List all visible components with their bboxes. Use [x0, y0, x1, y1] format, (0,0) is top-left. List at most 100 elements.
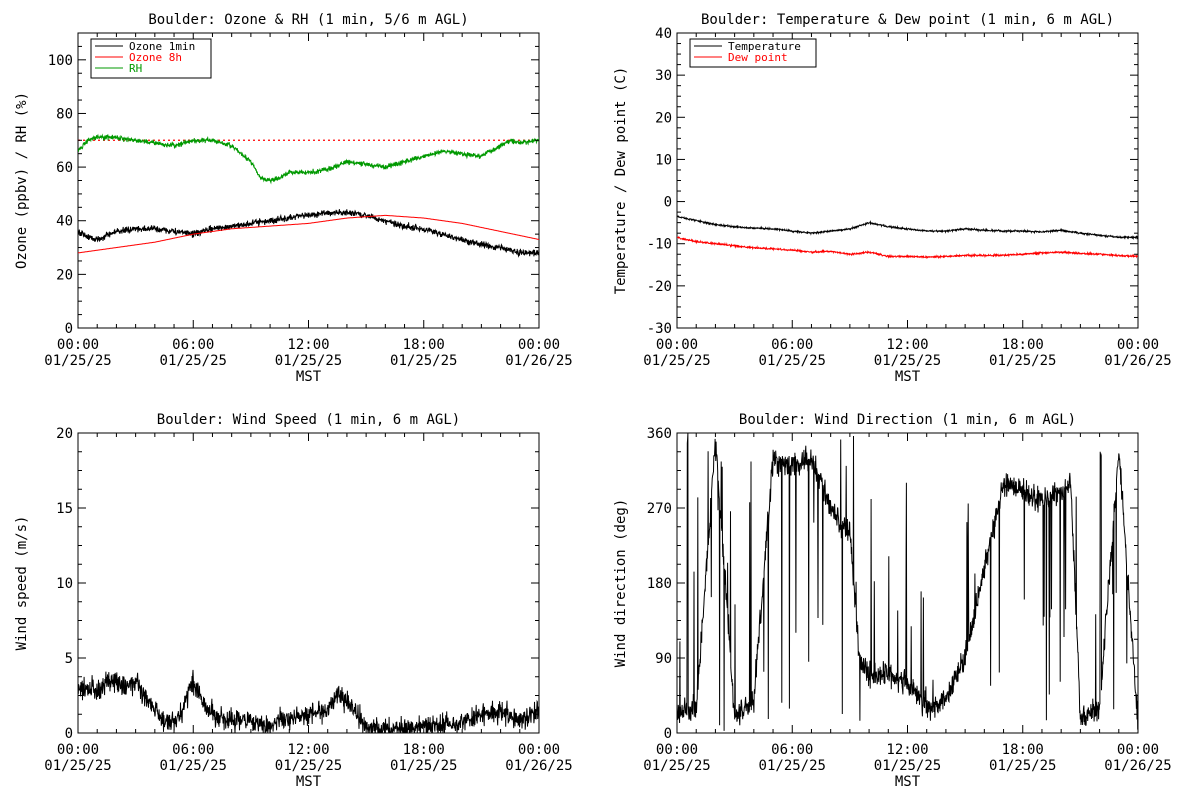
temperature-dewpoint-chart: Boulder: Temperature & Dew point (1 min,…: [613, 12, 1172, 385]
y-tick-label: 180: [647, 576, 672, 592]
x-axis-label: MST: [895, 774, 921, 790]
x-axis-label: MST: [895, 369, 921, 385]
series-layer: [78, 133, 539, 258]
x-tick-time: 18:00: [1002, 742, 1044, 758]
x-tick-time: 12:00: [886, 337, 928, 353]
legend-entry: Temperature: [728, 40, 801, 53]
y-tick-label: 0: [664, 195, 672, 211]
x-tick-time: 00:00: [1117, 337, 1159, 353]
y-tick-label: 10: [655, 152, 672, 168]
x-tick-date: 01/25/25: [160, 758, 227, 774]
x-tick-date: 01/25/25: [759, 353, 826, 369]
ozone-rh-chart: Boulder: Ozone & RH (1 min, 5/6 m AGL) 0 2…: [14, 12, 573, 385]
y-tick-label: 40: [655, 26, 672, 42]
x-tick-time: 00:00: [57, 742, 99, 758]
plot-frame: [77, 432, 540, 734]
y-axis-label: Temperature / Dew point (C): [613, 67, 629, 295]
y-tick-label: -20: [647, 279, 672, 295]
y-tick-label: -10: [647, 237, 672, 253]
x-tick-time: 00:00: [656, 337, 698, 353]
y-tick-label: 100: [48, 53, 73, 69]
series-layer: [677, 433, 1138, 731]
x-tick-date: 01/25/25: [160, 353, 227, 369]
y-tick-label: 30: [655, 68, 672, 84]
y-tick-label: 40: [56, 214, 73, 230]
y-axis-label: Wind speed (m/s): [14, 516, 30, 651]
y-tick-label: 20: [655, 110, 672, 126]
x-tick-time: 00:00: [518, 337, 560, 353]
series-line: [677, 433, 1138, 731]
y-tick-label: 15: [56, 501, 73, 517]
chart-title: Boulder: Wind Direction (1 min, 6 m AGL): [739, 412, 1076, 428]
series-line: [78, 133, 539, 185]
x-tick-time: 12:00: [287, 742, 329, 758]
x-tick-date: 01/25/25: [390, 353, 457, 369]
x-tick-date: 01/26/25: [1104, 353, 1171, 369]
x-tick-time: 18:00: [403, 337, 445, 353]
chart-title: Boulder: Ozone & RH (1 min, 5/6 m AGL): [148, 12, 468, 28]
series-line: [78, 209, 539, 258]
y-axis-label: Ozone (ppbv) / RH (%): [14, 92, 30, 269]
x-tick-date: 01/25/25: [643, 758, 710, 774]
x-tick-date: 01/26/25: [505, 758, 572, 774]
legend-box: [689, 38, 817, 68]
y-tick-label: 0: [664, 726, 672, 742]
series-line: [78, 214, 539, 254]
x-tick-time: 06:00: [172, 337, 214, 353]
x-axis-label: MST: [296, 774, 322, 790]
y-tick-label: -30: [647, 321, 672, 337]
x-tick-time: 00:00: [518, 742, 560, 758]
series-layer: [78, 669, 539, 733]
wind-speed-chart: Boulder: Wind Speed (1 min, 6 m AGL) 0 5 10…: [14, 412, 573, 790]
x-tick-date: 01/25/25: [989, 353, 1056, 369]
wind-direction-chart: Boulder: Wind Direction (1 min, 6 m AGL)…: [613, 412, 1172, 790]
x-tick-time: 06:00: [771, 337, 813, 353]
legend-entry: RH: [129, 62, 142, 75]
plot-frame: [676, 32, 1139, 329]
y-tick-label: 5: [65, 651, 73, 667]
y-tick-label: 0: [65, 321, 73, 337]
series-line: [677, 215, 1138, 241]
chart-title: Boulder: Temperature & Dew point (1 min,…: [701, 12, 1114, 28]
y-tick-label: 0: [65, 726, 73, 742]
series-layer: [677, 215, 1138, 260]
legend-entry: Dew point: [728, 51, 788, 64]
x-tick-time: 06:00: [771, 742, 813, 758]
y-tick-label: 20: [56, 267, 73, 283]
y-tick-label: 90: [655, 651, 672, 667]
y-tick-label: 360: [647, 426, 672, 442]
x-tick-date: 01/26/25: [1104, 758, 1171, 774]
x-tick-date: 01/25/25: [44, 758, 111, 774]
x-tick-time: 12:00: [287, 337, 329, 353]
chart-title: Boulder: Wind Speed (1 min, 6 m AGL): [157, 412, 460, 428]
x-tick-time: 18:00: [403, 742, 445, 758]
y-tick-label: 270: [647, 501, 672, 517]
y-tick-label: 60: [56, 160, 73, 176]
x-tick-time: 00:00: [57, 337, 99, 353]
x-tick-time: 00:00: [1117, 742, 1159, 758]
legend-entry: Ozone 1min: [129, 40, 195, 53]
x-tick-time: 00:00: [656, 742, 698, 758]
x-tick-date: 01/25/25: [874, 758, 941, 774]
x-tick-time: 06:00: [172, 742, 214, 758]
legend-entry: Ozone 8h: [129, 51, 182, 64]
x-tick-date: 01/25/25: [759, 758, 826, 774]
y-axis-label: Wind direction (deg): [613, 499, 629, 668]
x-tick-date: 01/26/25: [505, 353, 572, 369]
series-line: [677, 236, 1138, 260]
x-tick-time: 18:00: [1002, 337, 1044, 353]
x-tick-date: 01/25/25: [643, 353, 710, 369]
x-tick-date: 01/25/25: [275, 758, 342, 774]
y-tick-label: 10: [56, 576, 73, 592]
x-axis-label: MST: [296, 369, 322, 385]
y-tick-label: 20: [56, 426, 73, 442]
series-line: [78, 669, 539, 733]
x-tick-time: 12:00: [886, 742, 928, 758]
x-tick-date: 01/25/25: [989, 758, 1056, 774]
x-tick-date: 01/25/25: [874, 353, 941, 369]
x-tick-date: 01/25/25: [275, 353, 342, 369]
x-tick-date: 01/25/25: [44, 353, 111, 369]
y-tick-label: 80: [56, 106, 73, 122]
